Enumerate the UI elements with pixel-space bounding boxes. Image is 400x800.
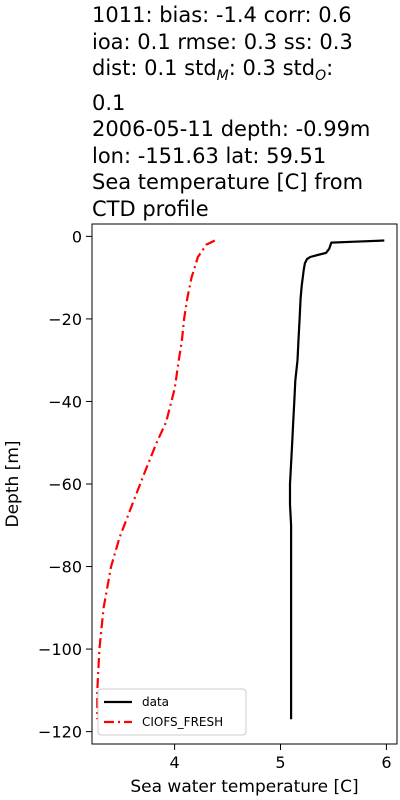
- x-tick-label: 5: [275, 753, 285, 772]
- chart-title: 1011: bias: -1.4 corr: 0.6 ioa: 0.1 rmse…: [92, 2, 397, 222]
- std-m-subscript: M: [216, 68, 229, 85]
- series-line-ciofs-fresh: [96, 239, 216, 720]
- series-layer: [96, 239, 385, 720]
- x-axis-label: Sea water temperature [C]: [130, 777, 358, 797]
- title-line-stats-3: dist: 0.1 stdM: 0.3 stdO:: [92, 55, 397, 90]
- title-line-variable-2: CTD profile: [92, 196, 209, 221]
- y-tick-label: −20: [48, 310, 82, 329]
- title-line-stats-2: ioa: 0.1 rmse: 0.3 ss: 0.3: [92, 29, 353, 54]
- legend-label-ciofs-fresh: CIOFS_FRESH: [142, 715, 223, 729]
- y-tick-label: −80: [48, 558, 82, 577]
- y-tick-label: −60: [48, 475, 82, 494]
- y-tick-label: −40: [48, 392, 82, 411]
- y-tick-label: −100: [38, 640, 82, 659]
- x-tick-label: 4: [170, 753, 180, 772]
- title-line-location: lon: -151.63 lat: 59.51: [92, 143, 327, 168]
- title-line-stats-4: 0.1: [92, 90, 126, 115]
- title-dist-text: dist: 0.1 std: [92, 56, 217, 80]
- y-tick-label: −120: [38, 723, 82, 742]
- legend-label-data: data: [142, 695, 169, 709]
- title-std-m-text: : 0.3 std: [228, 56, 316, 80]
- plot-frame: [91, 223, 398, 745]
- title-line-date-depth: 2006-05-11 depth: -0.99m: [92, 117, 371, 142]
- series-line-data: [288, 239, 385, 720]
- y-axis-label: Depth [m]: [3, 440, 23, 527]
- std-o-subscript: O: [315, 68, 327, 85]
- y-tick-label: 0: [72, 227, 82, 246]
- title-std-o-text: :: [326, 56, 334, 80]
- title-line-stats-1: 1011: bias: -1.4 corr: 0.6: [92, 3, 352, 27]
- legend: data CIOFS_FRESH: [97, 688, 247, 736]
- title-line-variable-1: Sea temperature [C] from: [92, 170, 364, 195]
- x-tick-label: 6: [381, 753, 391, 772]
- ticks-layer: 4 5 6 0 −20 −40 −60 −80 −100 −120: [38, 227, 391, 772]
- legend-box: [97, 688, 247, 736]
